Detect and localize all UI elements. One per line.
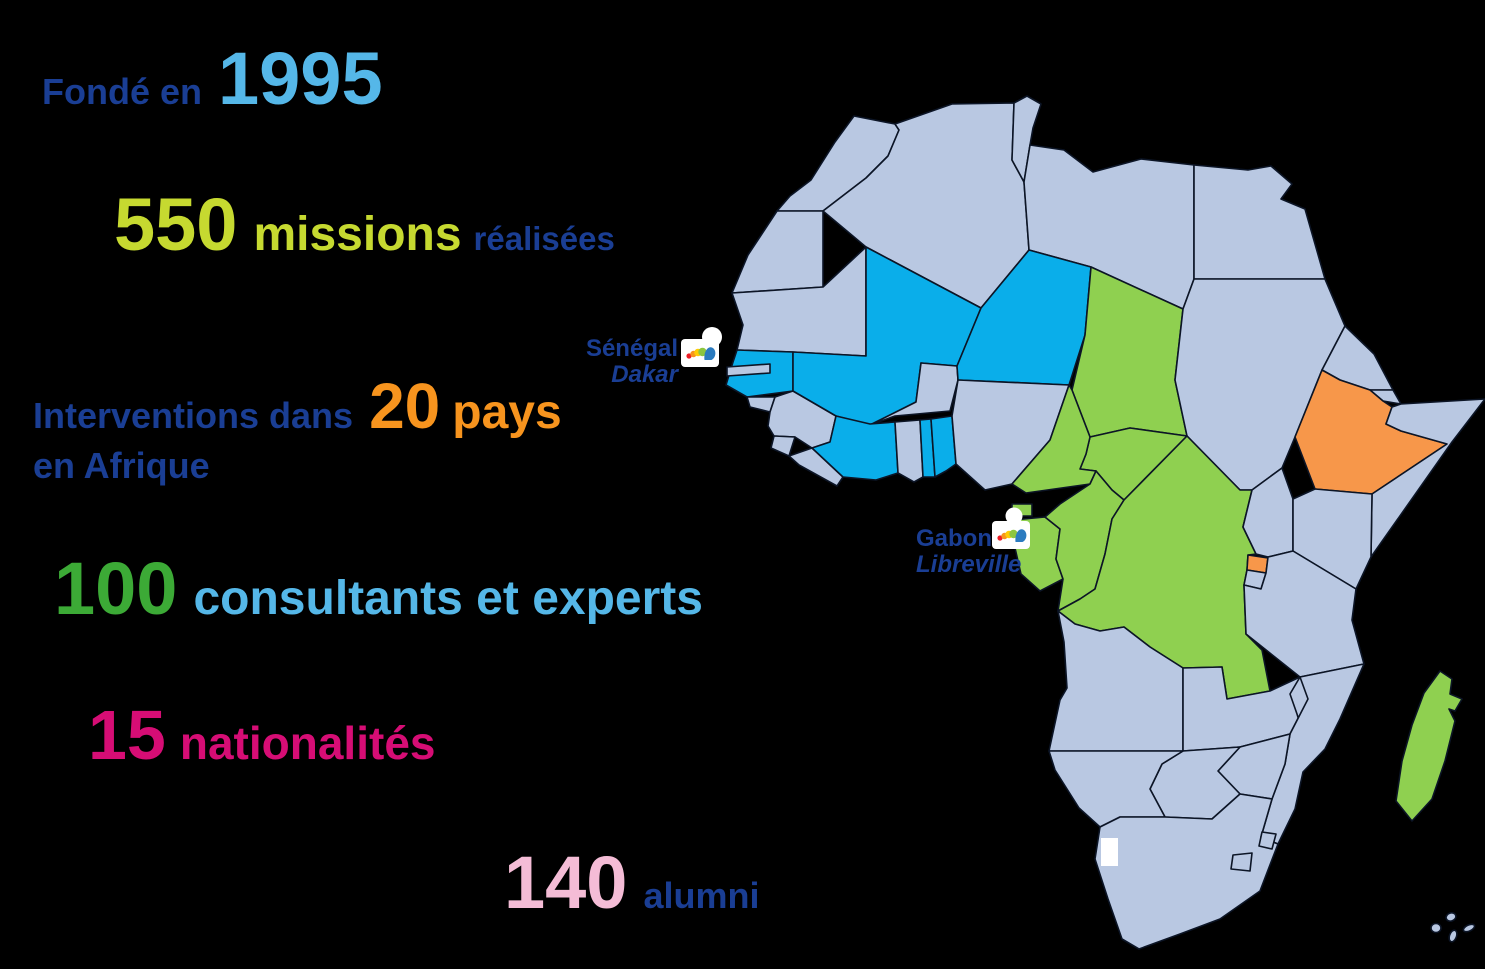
island-dot xyxy=(1448,929,1458,943)
stat-founded: Fondé en 1995 xyxy=(42,42,383,116)
country-egypt xyxy=(1193,164,1326,280)
nationalities-label: nationalités xyxy=(179,717,436,769)
country-sierra-leone xyxy=(770,435,796,457)
missions-suffix: réalisées xyxy=(473,220,615,257)
alumni-value: 140 xyxy=(504,841,628,924)
interventions-prefix: Interventions dans xyxy=(33,395,354,436)
stat-interventions: Interventions dans 20 pays en Afrique xyxy=(33,374,562,484)
founded-value: 1995 xyxy=(218,37,383,120)
island-dot xyxy=(1462,923,1476,933)
island-dot xyxy=(1445,912,1457,922)
country-madagascar xyxy=(1395,670,1463,822)
stat-nationalities: 15 nationalités xyxy=(88,700,435,770)
country-liberia xyxy=(788,447,844,487)
country-south-africa xyxy=(1094,793,1279,950)
missions-value: 550 xyxy=(114,183,238,266)
missions-label: missions xyxy=(253,208,462,261)
country-western-sahara xyxy=(731,210,824,294)
country-eswatini xyxy=(1258,831,1277,850)
marker-country-name: Sénégal xyxy=(585,335,678,362)
country-lesotho xyxy=(1230,852,1253,872)
marker-dot-libreville xyxy=(1005,507,1023,525)
marker-city-name: Libreville xyxy=(916,551,1022,579)
alumni-label: alumni xyxy=(643,875,760,916)
interventions-value: 20 xyxy=(369,370,441,442)
org-logo-icon xyxy=(681,339,719,367)
marker-libreville xyxy=(992,507,1030,549)
stat-alumni: 140 alumni xyxy=(504,846,759,920)
white-coastal-patch xyxy=(1101,838,1118,866)
country-tanzania xyxy=(1243,550,1365,678)
country-benin xyxy=(930,415,957,478)
country-gambia xyxy=(726,363,771,377)
interventions-line2: en Afrique xyxy=(33,448,562,484)
consultants-label: consultants et experts xyxy=(193,572,703,625)
country-somalia xyxy=(1370,398,1485,558)
map-label-senegal: Sénégal Dakar xyxy=(558,335,678,389)
interventions-line1: Interventions dans 20 pays xyxy=(33,374,562,438)
country-tunisia xyxy=(1011,95,1042,183)
interventions-unit: pays xyxy=(452,386,562,439)
marker-country-name: Gabon xyxy=(916,525,992,552)
marker-dakar xyxy=(681,327,722,367)
interventions-line2-text: en Afrique xyxy=(33,445,210,486)
nationalities-value: 15 xyxy=(88,696,166,774)
founded-label: Fondé en xyxy=(42,71,202,112)
consultants-value: 100 xyxy=(54,547,178,630)
island-dot xyxy=(1430,922,1442,934)
map-label-gabon: Gabon Libreville xyxy=(916,525,1022,579)
country-ghana xyxy=(894,419,924,483)
country-niger xyxy=(956,249,1092,386)
marker-city-name: Dakar xyxy=(611,361,678,389)
stat-missions: 550 missions réalisées xyxy=(114,188,615,262)
stat-consultants: 100 consultants et experts xyxy=(54,552,703,626)
